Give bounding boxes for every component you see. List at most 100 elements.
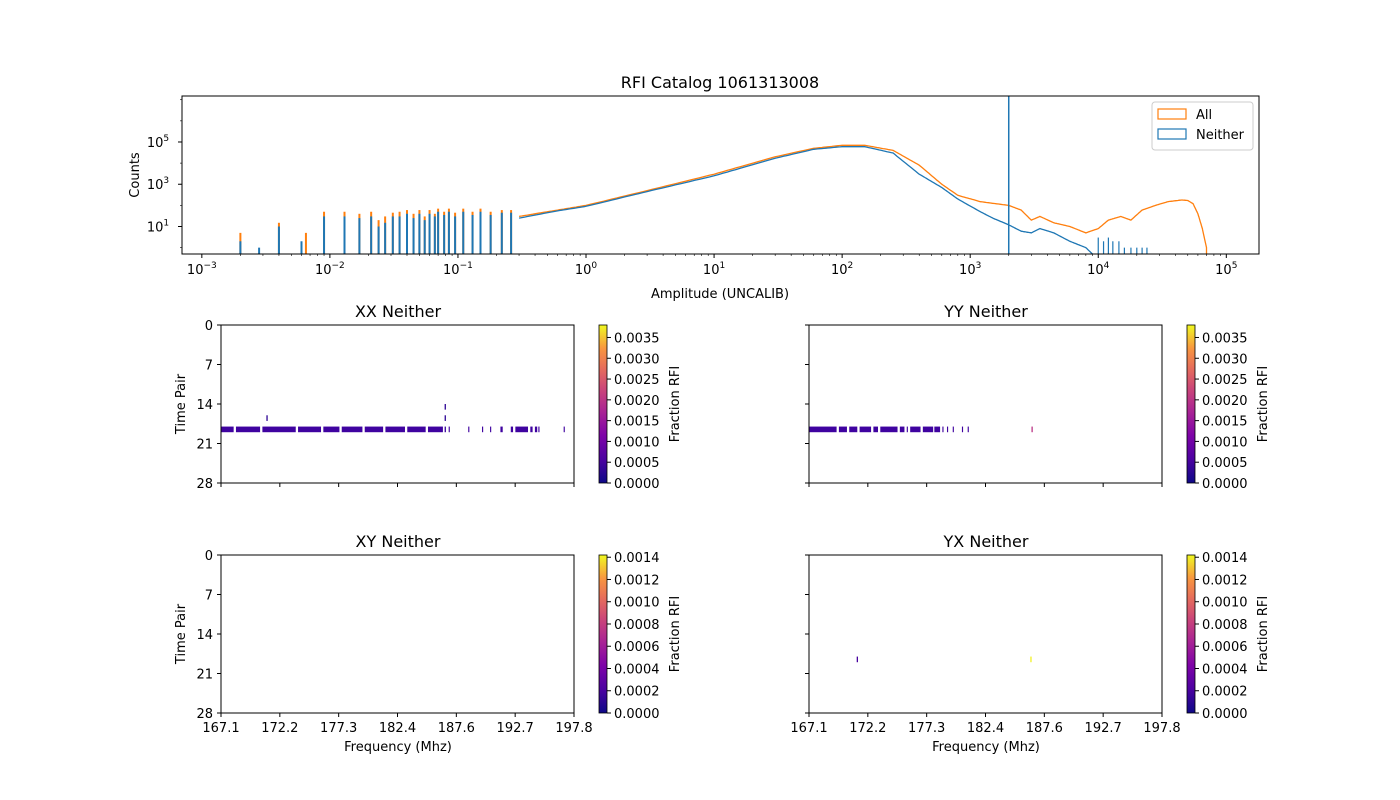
histogram-plot-area [239,96,1208,255]
colorbar-tick-label: 0.0008 [1202,618,1248,633]
x-tick-label: 197.8 [555,721,592,736]
x-tick-label: 105 [1215,261,1237,278]
legend-label-all: All [1196,108,1212,123]
x-tick-label: 102 [831,261,853,278]
rfi-cell [444,404,446,410]
colorbar-tick-label: 0.0020 [1202,394,1248,409]
x-tick-label: 10−2 [315,261,345,278]
heatmap-xy: XY Neither 167.1 172.2 177.3 182.4 187.6 192.… [174,532,683,755]
colorbar-xx-label: Fraction RFI [668,366,683,442]
legend-label-neither: Neither [1196,128,1245,143]
rfi-band-segment [515,426,529,433]
x-tick-label: 177.3 [908,721,945,736]
rfi-band-segment [468,426,470,433]
heatmap-yx-axes: 167.1 172.2 177.3 182.4 187.6 192.7 197.8 [790,554,1181,736]
heatmap-xy-title: XY Neither [356,532,441,551]
rfi-band-segment [323,426,340,433]
colorbar-xy-ticks: 0.0000 0.0002 0.0004 0.0006 0.0008 0.0010 0.00… [607,551,660,722]
histogram-legend: All Neither [1151,101,1254,151]
rfi-band-segment [235,426,261,433]
rfi-band-segment [482,426,484,433]
rfi-band-segment [341,426,363,433]
heatmap-xy-xlabel: Frequency (Mhz) [344,740,452,755]
histogram-frame [181,95,1260,255]
rfi-band-segment [946,426,949,433]
heatmap-yx-xlabel: Frequency (Mhz) [932,740,1040,755]
heatmap-xy-frame [220,554,575,714]
x-tick-label: 192.7 [1085,721,1122,736]
histogram-line-neither [518,146,1093,255]
heatmap-xx-ylabel: Time Pair [174,373,189,435]
rfi-band-segment [910,426,921,433]
rfi-band-segment [407,426,426,433]
legend-swatch-all [1157,108,1187,120]
series-neither [239,146,1148,255]
colorbar-tick-label: 0.0035 [614,331,660,346]
rfi-band-segment [809,426,837,433]
colorbar-tick-label: 0.0012 [1202,573,1248,588]
x-tick-label: 182.4 [967,721,1004,736]
heatmap-xy-axes: 167.1 172.2 177.3 182.4 187.6 192.7 197.8 0 7 14 2… [196,549,592,736]
x-tick-label: 100 [575,261,598,278]
colorbar-tick-label: 0.0010 [614,596,660,611]
y-tick-label: 105 [147,134,169,151]
x-tick-label: 187.6 [438,721,475,736]
legend-box [1151,101,1254,151]
histogram-line-all [519,144,1208,254]
y-tick-label: 21 [196,438,213,453]
colorbar-tick-label: 0.0000 [1202,707,1248,722]
colorbar-tick-label: 0.0000 [614,477,660,492]
heatmap-yy-frame [808,324,1163,484]
x-tick-label: 104 [1087,261,1110,278]
x-tick-label: 197.8 [1143,721,1180,736]
rfi-band-segment [221,426,234,433]
y-tick-label: 21 [196,668,213,683]
colorbar-tick-label: 0.0002 [1202,685,1248,700]
heatmap-xx-title: XX Neither [355,302,442,321]
colorbar-tick-label: 0.0005 [1202,456,1248,471]
heatmap-xx-plot [221,404,565,433]
rfi-band-segment [500,426,503,433]
colorbar-xx [598,324,608,484]
colorbar-tick-label: 0.0025 [614,373,660,388]
y-tick-label: 103 [147,176,169,193]
rfi-band-segment [880,426,898,433]
colorbar-tick-label: 0.0005 [614,456,660,471]
rfi-band-segment [952,426,954,433]
rfi-band-segment [262,426,296,433]
colorbar-tick-label: 0.0004 [614,662,660,677]
histogram-title: RFI Catalog 1061313008 [621,73,819,92]
heatmap-yy-plot [809,426,1033,433]
x-tick-label: 177.3 [320,721,357,736]
heatmap-yx-plot [856,656,1032,663]
x-tick-label: 167.1 [202,721,239,736]
rfi-band-segment [385,426,405,433]
rfi-cell [856,656,858,663]
rfi-band-segment [934,426,941,433]
x-tick-label: 167.1 [790,721,827,736]
colorbar-tick-label: 0.0010 [614,435,660,450]
rfi-band-segment [849,426,858,433]
colorbar-tick-label: 0.0035 [1202,331,1248,346]
rfi-cell [1030,656,1032,663]
colorbar-tick-label: 0.0025 [1202,373,1248,388]
colorbar-xy-label: Fraction RFI [668,596,683,672]
x-tick-label: 172.2 [849,721,886,736]
rfi-cell [444,426,446,433]
histogram-ylabel: Counts [128,152,143,198]
histogram-chart: RFI Catalog 1061313008 10−3 10−2 10−1 100 10… [128,73,1260,302]
rfi-band-segment [538,426,540,433]
colorbar-tick-label: 0.0012 [614,573,660,588]
legend-swatch-neither [1157,128,1187,140]
rfi-band-segment [873,426,878,433]
heatmap-yx-frame [808,554,1163,714]
rfi-band-segment [942,426,944,433]
x-tick-label: 172.2 [261,721,298,736]
colorbar-tick-label: 0.0000 [1202,477,1248,492]
histogram-axes: 10−3 10−2 10−1 100 101 102 103 104 105 101 103 105 [147,99,1237,278]
colorbar-tick-label: 0.0004 [1202,662,1248,677]
colorbar-xy [598,554,608,714]
histogram-xlabel: Amplitude (UNCALIB) [651,287,789,302]
heatmap-xy-ylabel: Time Pair [174,603,189,665]
